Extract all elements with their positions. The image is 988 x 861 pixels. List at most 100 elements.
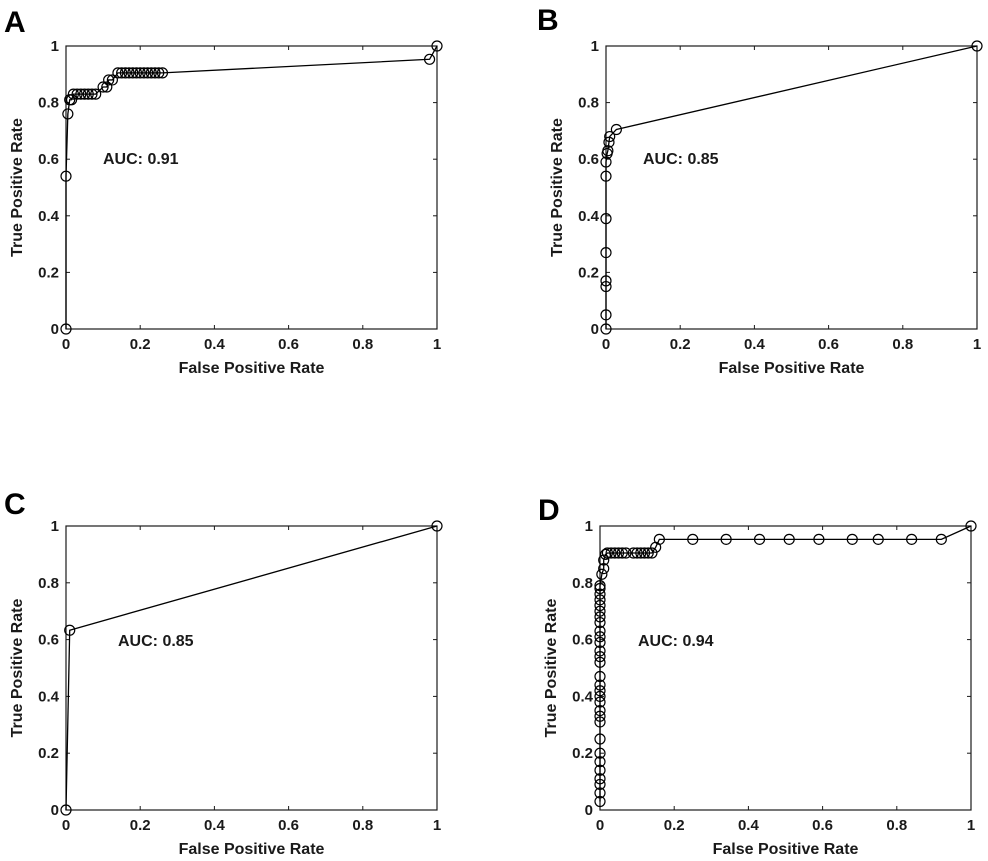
roc-point	[620, 547, 632, 559]
x-tick-label: 0.8	[886, 817, 907, 834]
roc-point	[431, 520, 443, 532]
x-tick-label: 0.4	[204, 817, 226, 834]
y-tick-label: 0	[51, 802, 59, 819]
roc-point	[935, 533, 947, 545]
roc-point	[431, 40, 443, 52]
roc-point	[594, 616, 606, 629]
plot-frame	[65, 525, 438, 811]
x-tick-label: 0.2	[130, 817, 151, 834]
y-tick-label: 0.8	[578, 95, 599, 112]
roc-point	[594, 733, 606, 745]
roc-point	[594, 611, 606, 623]
roc-point	[600, 275, 612, 287]
roc-point	[598, 562, 610, 575]
roc-point	[106, 74, 118, 86]
panel-letter: D	[538, 494, 560, 527]
roc-point	[594, 764, 606, 776]
roc-point	[646, 547, 658, 559]
roc-point	[594, 773, 606, 785]
y-axis-label: True Positive Rate	[9, 118, 26, 257]
roc-point	[67, 88, 80, 100]
roc-point	[638, 547, 651, 559]
roc-point	[594, 787, 606, 799]
roc-point	[145, 67, 157, 79]
roc-point	[130, 67, 143, 79]
roc-point	[616, 547, 628, 559]
roc-point	[594, 704, 606, 717]
roc-point	[62, 108, 74, 120]
roc-point	[603, 136, 615, 148]
roc-point	[594, 636, 606, 649]
roc-point	[156, 67, 169, 79]
roc-point	[783, 533, 795, 545]
y-tick-label: 0.4	[38, 688, 60, 705]
x-axis-label: False Positive Rate	[719, 360, 865, 377]
roc-point	[594, 594, 606, 606]
roc-point	[594, 599, 606, 612]
roc-point	[142, 67, 154, 79]
x-tick-label: 0.4	[738, 817, 760, 834]
roc-point	[71, 88, 83, 100]
y-tick-label: 0.4	[38, 208, 60, 225]
roc-point	[653, 533, 665, 545]
roc-point	[596, 568, 608, 580]
y-tick-label: 0.8	[572, 575, 593, 592]
x-tick-label: 0	[602, 336, 610, 353]
roc-point	[138, 67, 150, 79]
y-tick-label: 0	[591, 321, 599, 338]
roc-point	[906, 533, 918, 545]
y-tick-label: 1	[51, 38, 59, 55]
roc-point	[594, 645, 606, 657]
roc-point	[971, 40, 983, 52]
roc-point	[627, 547, 639, 559]
panel-letter: C	[4, 488, 26, 521]
roc-point	[720, 533, 732, 545]
x-tick-label: 0	[62, 817, 70, 834]
roc-point	[116, 67, 128, 79]
roc-point	[103, 74, 115, 86]
y-axis-label: True Positive Rate	[549, 118, 566, 257]
roc-point	[60, 804, 72, 816]
roc-point	[594, 582, 606, 595]
roc-point	[600, 156, 612, 168]
roc-point	[594, 580, 606, 592]
roc-point	[601, 547, 614, 559]
roc-point	[600, 309, 612, 321]
auc-annotation: AUC: 0.91	[103, 151, 179, 168]
roc-point	[610, 123, 622, 136]
x-tick-label: 1	[967, 817, 975, 834]
roc-point	[97, 81, 109, 93]
roc-point	[594, 795, 606, 808]
x-tick-label: 1	[433, 817, 441, 834]
roc-point	[609, 547, 621, 559]
y-tick-label: 1	[591, 38, 599, 55]
roc-point	[594, 605, 606, 617]
y-tick-label: 0.2	[572, 745, 593, 762]
y-tick-label: 0	[585, 802, 593, 819]
roc-point	[872, 533, 884, 545]
roc-point	[90, 88, 102, 100]
y-tick-label: 0.8	[38, 575, 59, 592]
roc-point	[64, 624, 76, 636]
roc-point	[127, 67, 139, 79]
y-tick-label: 0.6	[38, 632, 59, 649]
y-axis-label: True Positive Rate	[543, 599, 560, 738]
roc-point	[423, 53, 436, 65]
roc-point	[594, 716, 606, 728]
roc-point	[594, 747, 606, 759]
roc-point	[594, 710, 606, 722]
plot-frame	[65, 45, 438, 330]
y-tick-label: 0.6	[572, 632, 593, 649]
roc-point	[75, 88, 87, 100]
roc-curve-line	[599, 525, 972, 802]
roc-point	[846, 533, 858, 545]
x-axis-label: False Positive Rate	[179, 360, 325, 377]
roc-point	[631, 547, 643, 559]
x-tick-label: 0.2	[664, 817, 685, 834]
y-axis-label: True Positive Rate	[9, 599, 26, 738]
x-tick-label: 0.6	[812, 817, 833, 834]
roc-curve-line	[605, 45, 978, 329]
roc-point	[594, 625, 606, 637]
auc-annotation: AUC: 0.94	[638, 633, 714, 650]
roc-point	[594, 685, 606, 697]
